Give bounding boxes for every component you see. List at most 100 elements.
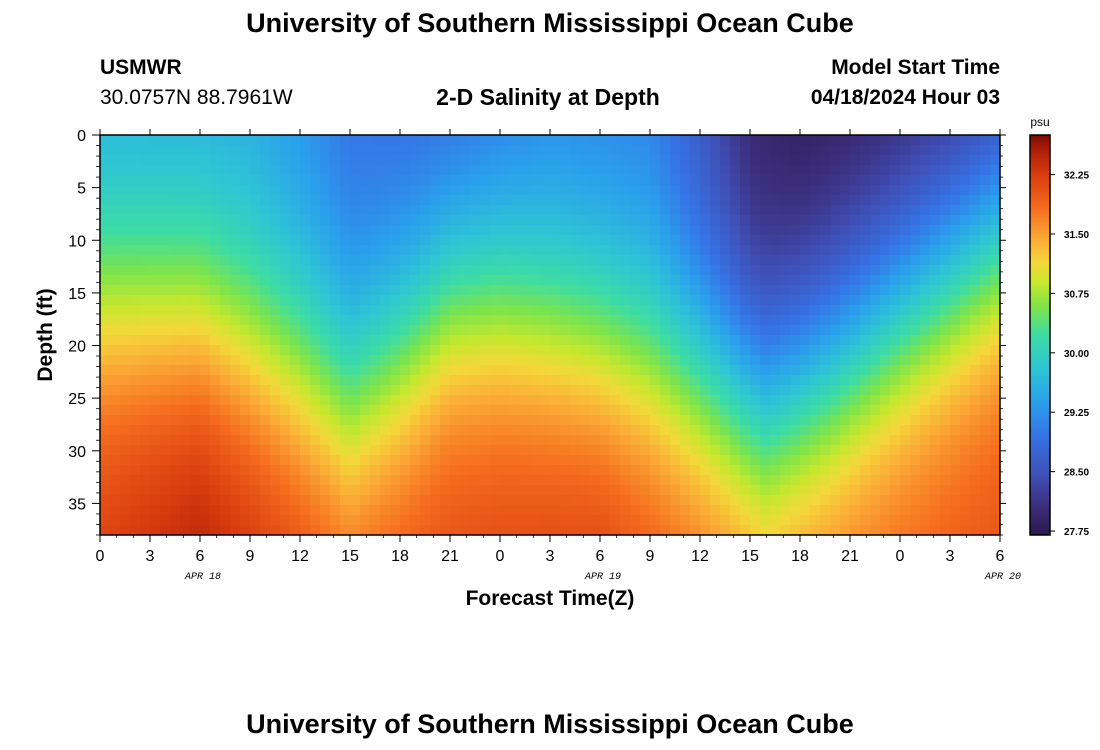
heatmap-cell: [390, 465, 401, 476]
heatmap-cell: [790, 235, 801, 246]
heatmap-cell: [800, 165, 811, 176]
heatmap-cell: [440, 435, 451, 446]
heatmap-cell: [190, 265, 201, 276]
heatmap-cell: [410, 315, 421, 326]
heatmap-cell: [290, 205, 301, 216]
page-title: University of Southern Mississippi Ocean…: [246, 8, 854, 38]
heatmap-cell: [240, 145, 251, 156]
heatmap-cell: [640, 205, 651, 216]
heatmap-cell: [310, 385, 321, 396]
heatmap-cell: [360, 265, 371, 276]
heatmap-cell: [960, 185, 971, 196]
heatmap-cell: [510, 245, 521, 256]
heatmap-cell: [710, 495, 721, 506]
heatmap-cell: [170, 435, 181, 446]
heatmap-cell: [760, 375, 771, 386]
heatmap-cell: [200, 425, 211, 436]
heatmap-cell: [390, 525, 401, 535]
heatmap-cell: [730, 415, 741, 426]
heatmap-cell: [620, 185, 631, 196]
heatmap-cell: [320, 305, 331, 316]
heatmap-cell: [590, 135, 601, 146]
heatmap-cell: [830, 265, 841, 276]
heatmap-cell: [360, 415, 371, 426]
heatmap-cell: [710, 265, 721, 276]
heatmap-cell: [540, 345, 551, 356]
heatmap-cell: [570, 135, 581, 146]
heatmap-cell: [330, 175, 341, 186]
heatmap-cell: [180, 425, 191, 436]
heatmap-cell: [220, 345, 231, 356]
heatmap-cell: [540, 465, 551, 476]
heatmap-cell: [440, 445, 451, 456]
heatmap-cell: [130, 205, 141, 216]
heatmap-cell: [830, 185, 841, 196]
heatmap-cell: [600, 305, 611, 316]
heatmap-cell: [590, 275, 601, 286]
heatmap-cell: [300, 515, 311, 526]
heatmap-cell: [240, 435, 251, 446]
heatmap-cell: [800, 485, 811, 496]
heatmap-cell: [600, 145, 611, 156]
heatmap-cell: [960, 205, 971, 216]
heatmap-cell: [810, 205, 821, 216]
heatmap-cell: [710, 275, 721, 286]
heatmap-cell: [480, 465, 491, 476]
heatmap-cell: [970, 135, 981, 146]
heatmap-cell: [230, 285, 241, 296]
heatmap-cell: [190, 445, 201, 456]
heatmap-cell: [960, 345, 971, 356]
heatmap-cell: [680, 495, 691, 506]
heatmap-cell: [720, 195, 731, 206]
heatmap-cell: [310, 135, 321, 146]
heatmap-cell: [450, 275, 461, 286]
heatmap-cell: [940, 155, 951, 166]
heatmap-cell: [420, 235, 431, 246]
heatmap-cell: [820, 295, 831, 306]
heatmap-cell: [310, 465, 321, 476]
heatmap-cell: [630, 365, 641, 376]
heatmap-cell: [500, 295, 511, 306]
heatmap-cell: [250, 245, 261, 256]
heatmap-cell: [510, 225, 521, 236]
heatmap-cell: [850, 525, 861, 535]
heatmap-cell: [220, 175, 231, 186]
heatmap-cell: [160, 425, 171, 436]
heatmap-cell: [370, 285, 381, 296]
heatmap-cell: [410, 205, 421, 216]
heatmap-cell: [490, 345, 501, 356]
heatmap-cell: [650, 275, 661, 286]
heatmap-cell: [640, 515, 651, 526]
heatmap-cell: [660, 485, 671, 496]
heatmap-cell: [130, 295, 141, 306]
heatmap-cell: [140, 225, 151, 236]
heatmap-cell: [980, 485, 991, 496]
heatmap-cell: [330, 165, 341, 176]
heatmap-cell: [900, 385, 911, 396]
heatmap-cell: [740, 355, 751, 366]
heatmap-cell: [280, 485, 291, 496]
heatmap-cell: [530, 355, 541, 366]
heatmap-cell: [110, 305, 121, 316]
heatmap-cell: [980, 415, 991, 426]
heatmap-cell: [400, 505, 411, 516]
heatmap-cell: [120, 285, 131, 296]
heatmap-cell: [590, 425, 601, 436]
heatmap-cell: [310, 205, 321, 216]
heatmap-cell: [750, 515, 761, 526]
heatmap-cell: [200, 165, 211, 176]
heatmap-cell: [150, 385, 161, 396]
heatmap-cell: [920, 525, 931, 535]
heatmap-cell: [220, 325, 231, 336]
heatmap-cell: [100, 265, 111, 276]
heatmap-cell: [620, 275, 631, 286]
heatmap-cell: [860, 485, 871, 496]
heatmap-cell: [810, 245, 821, 256]
heatmap-cell: [970, 195, 981, 206]
heatmap-cell: [230, 435, 241, 446]
heatmap-cell: [690, 275, 701, 286]
heatmap-cell: [940, 295, 951, 306]
heatmap-cell: [380, 225, 391, 236]
heatmap-cell: [140, 375, 151, 386]
heatmap-cell: [790, 465, 801, 476]
